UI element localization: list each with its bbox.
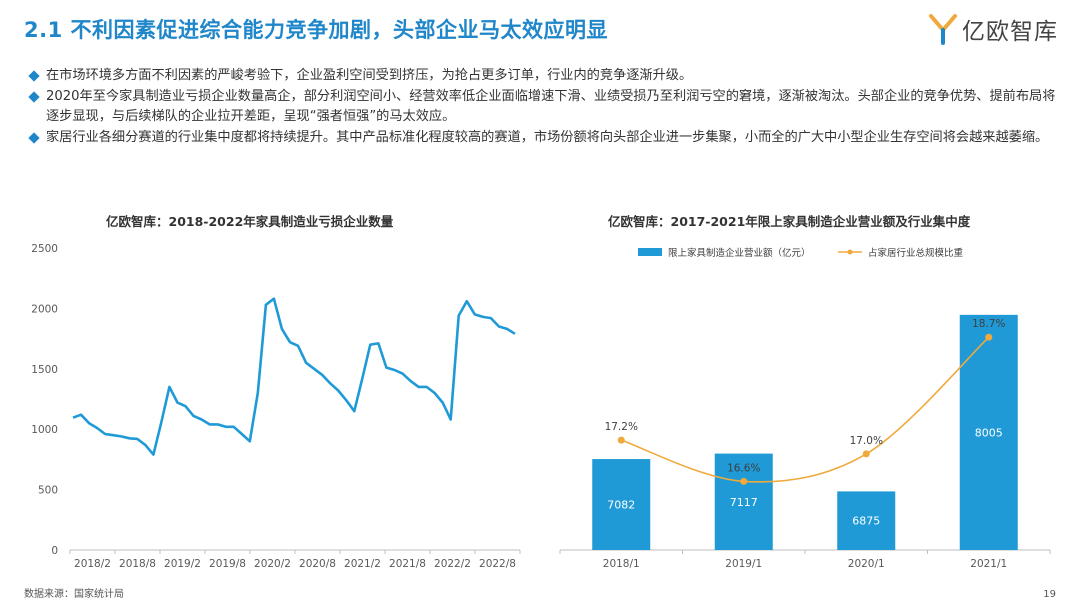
share-point [862,450,870,458]
share-point [740,477,748,485]
line-chart: 0 500 1000 1500 2000 2500 2018/2 2018/8 2019/2 20… [31,243,521,570]
bullet-text: 2020年至今家具制造业亏损企业数量高企，部分利润空间小、经营效率低企业面临增速… [46,89,1056,124]
series-line-share [620,336,990,483]
logo-text: 亿欧智库 [962,19,1058,45]
share-value-label: 16.6% [727,462,760,474]
bar-value-label: 7082 [607,499,635,512]
share-value-label: 18.7% [972,318,1005,330]
x-tick-label: 2019/1 [725,558,762,570]
share-value-label: 17.0% [850,435,883,447]
page-number: 19 [1043,589,1056,600]
bar-value-label: 6875 [852,515,880,528]
y-tick-label: 1000 [31,424,58,436]
bar-value-label: 7117 [730,496,758,509]
bullet-item: 在市场环境多方面不利因素的严峻考验下，企业盈利空间受到挤压，为抢占更多订单，行业… [28,66,1058,86]
data-source: 数据来源：国家统计局 [24,589,124,600]
share-point [985,333,993,341]
x-tick-label: 2021/2 [344,558,381,570]
x-tick-label: 2020/8 [299,558,336,570]
x-tick-label: 2020/1 [848,558,885,570]
x-tick-label: 2019/2 [164,558,201,570]
x-tick-label: 2018/2 [74,558,111,570]
x-tick-label: 2022/2 [434,558,471,570]
y-tick-label: 500 [38,485,58,497]
share-value-label: 17.2% [605,421,638,433]
bar-revenue [714,453,773,550]
logo-icon [929,14,957,45]
bar-revenue [837,491,896,550]
page-title: 2.1 不利因素促进综合能力竞争加剧，头部企业马太效应明显 [24,18,609,42]
bullet-item: 2020年至今家具制造业亏损企业数量高企，部分利润空间小、经营效率低企业面临增速… [28,87,1058,127]
bullet-text: 在市场环境多方面不利因素的严峻考验下，企业盈利空间受到挤压，为抢占更多订单，行业… [46,68,693,83]
logo: 亿欧智库 [928,12,1058,46]
x-tick-label: 2022/8 [479,558,516,570]
bullet-diamond-icon [28,70,40,82]
x-tick-label: 2020/2 [254,558,291,570]
bar-chart: 限上家具制造企业营业额（亿元） 占家居行业总规模比重 2018/1 2019/1 202… [559,247,1051,570]
line-chart-title: 亿欧智库：2018-2022年家具制造业亏损企业数量 [106,214,394,229]
y-tick-label: 0 [51,545,58,557]
y-tick-label: 2000 [31,303,58,315]
bullet-list: 在市场环境多方面不利因素的严峻考验下，企业盈利空间受到挤压，为抢占更多订单，行业… [28,66,1058,149]
share-point [617,436,625,444]
legend-bar-swatch [638,248,662,256]
bullet-item: 家居行业各细分赛道的行业集中度都将持续提升。其中产品标准化程度较高的赛道，市场份… [28,128,1058,148]
y-tick-label: 2500 [31,243,58,255]
bar-chart-title: 亿欧智库：2017-2021年限上家具制造企业营业额及行业集中度 [608,214,971,229]
x-tick-label: 2021/1 [970,558,1007,570]
bar-value-label: 8005 [975,426,1003,439]
bullet-text: 家居行业各细分赛道的行业集中度都将持续提升。其中产品标准化程度较高的赛道，市场份… [46,130,1049,145]
x-tick-label: 2018/8 [119,558,156,570]
bullet-diamond-icon [28,132,40,144]
y-tick-label: 1500 [31,364,58,376]
x-tick-label: 2021/8 [389,558,426,570]
bar-revenue [592,459,651,550]
legend-line-marker [847,249,853,255]
legend-bar-label: 限上家具制造企业营业额（亿元） [668,247,811,259]
bar-revenue [959,314,1018,550]
bullet-diamond-icon [28,91,40,103]
series-line-loss-enterprises [72,297,516,456]
x-tick-label: 2019/8 [209,558,246,570]
legend-line-label: 占家居行业总规模比重 [868,247,964,259]
x-tick-label: 2018/1 [603,558,640,570]
